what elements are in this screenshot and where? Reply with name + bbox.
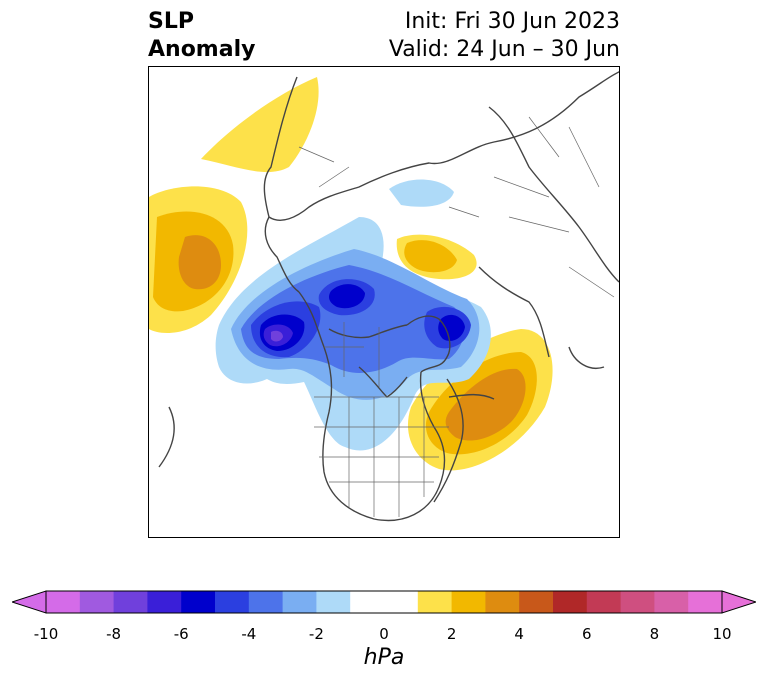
colorbar-over-arrow bbox=[721, 590, 756, 614]
colorbar-unit: hPa bbox=[363, 645, 405, 670]
high-north-atlantic bbox=[407, 329, 553, 471]
colorbar-tick-label: 10 bbox=[712, 625, 732, 643]
colorbar-under-arrow bbox=[12, 590, 47, 614]
colorbar-tick-label: 0 bbox=[379, 625, 389, 643]
colorbar-bin bbox=[147, 591, 182, 613]
anomaly-map bbox=[149, 71, 619, 522]
colorbar-bin bbox=[451, 591, 486, 613]
high-scandinavia bbox=[201, 77, 319, 173]
coastlines bbox=[158, 71, 619, 522]
title-line-2: Anomaly bbox=[148, 37, 256, 62]
title-line-1: SLP bbox=[148, 9, 194, 34]
colorbar-tick-label: -4 bbox=[241, 625, 257, 643]
map-panel bbox=[148, 66, 620, 538]
colorbar-bin bbox=[417, 591, 453, 613]
colorbar-bin bbox=[350, 591, 419, 613]
valid-period: Init: Fri 30 Jun 2023 Valid: 24 Jun – 30… bbox=[389, 8, 620, 64]
colorbar-tick-label: 8 bbox=[649, 625, 660, 643]
colorbar-outline bbox=[45, 590, 723, 614]
colorbar-tick-label: 6 bbox=[582, 625, 592, 643]
low-arctic-complex bbox=[215, 179, 491, 451]
colorbar-bin bbox=[586, 591, 622, 613]
high-siberia bbox=[396, 234, 477, 280]
colorbar-tick-label: -8 bbox=[106, 625, 122, 643]
colorbar-bin bbox=[485, 591, 520, 613]
colorbar-bin bbox=[620, 591, 655, 613]
colorbar-bins bbox=[46, 591, 723, 613]
colorbar-bin bbox=[553, 591, 588, 613]
colorbar-bin bbox=[181, 591, 216, 613]
colorbar-tick-label: 4 bbox=[514, 625, 524, 643]
colorbar-tick-label: -10 bbox=[33, 625, 59, 643]
colorbar-bin bbox=[316, 591, 351, 613]
colorbar-bin bbox=[519, 591, 554, 613]
high-north-pacific bbox=[149, 186, 248, 334]
colorbar-bin bbox=[688, 591, 723, 613]
colorbar-bin bbox=[46, 591, 81, 613]
colorbar-bin bbox=[282, 591, 317, 613]
colorbar-bin bbox=[215, 591, 250, 613]
colorbar-bin bbox=[79, 591, 115, 613]
colorbar-tick-label: -6 bbox=[173, 625, 189, 643]
colorbar-tick-label: 2 bbox=[446, 625, 457, 643]
valid-range-label: Valid: 24 Jun – 30 Jun bbox=[388, 37, 620, 62]
colorbar bbox=[12, 590, 756, 614]
chart-title: SLP Anomaly bbox=[148, 8, 255, 64]
colorbar-tick-label: -2 bbox=[308, 625, 324, 643]
political-boundaries bbox=[298, 116, 615, 517]
colorbar-bin bbox=[113, 591, 148, 613]
colorbar-bin bbox=[248, 591, 284, 613]
colorbar-bin bbox=[654, 591, 689, 613]
init-date-label: Init: Fri 30 Jun 2023 bbox=[404, 9, 620, 34]
